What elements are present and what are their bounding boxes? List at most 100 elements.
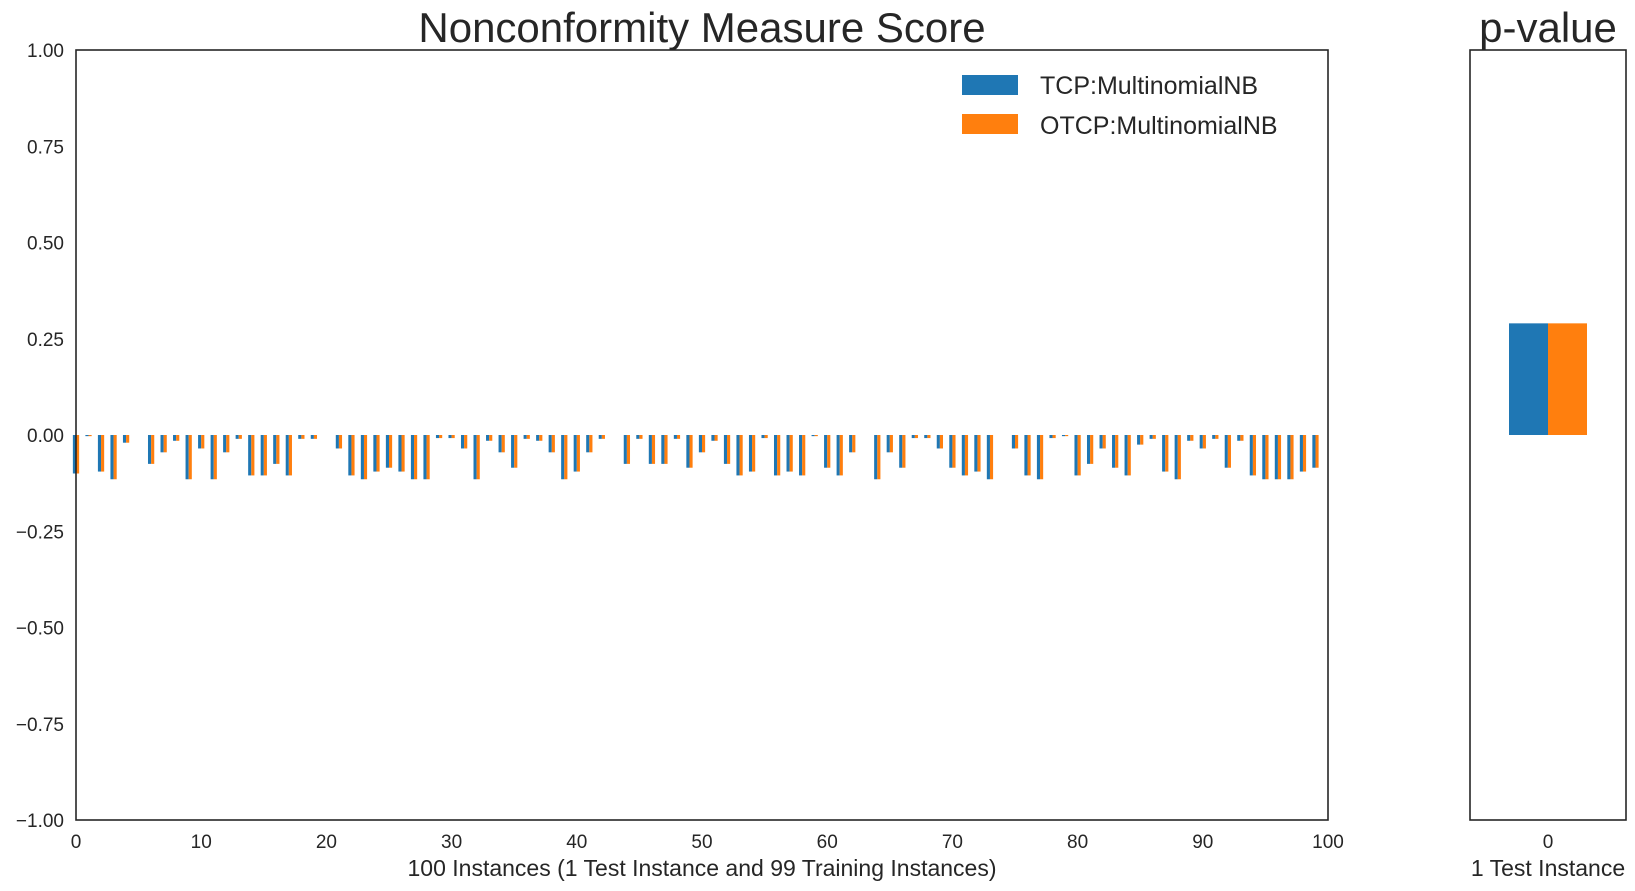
legend-label-tcp: TCP:MultinomialNB — [1040, 72, 1258, 100]
p-value-bar-otcp — [1548, 323, 1587, 435]
bar-tcp-7 — [160, 435, 164, 453]
bar-tcp-1 — [85, 435, 89, 437]
bar-otcp-80 — [1077, 435, 1081, 476]
main-chart-x-axis-label: 100 Instances (1 Test Instance and 99 Tr… — [408, 855, 997, 881]
bar-tcp-35 — [511, 435, 515, 468]
bar-tcp-64 — [874, 435, 878, 480]
bar-otcp-67 — [914, 435, 918, 439]
bar-tcp-48 — [673, 435, 677, 439]
bar-tcp-39 — [561, 435, 565, 480]
bar-tcp-62 — [849, 435, 853, 453]
bar-otcp-55 — [764, 435, 768, 439]
x-tick-label: 40 — [566, 832, 587, 853]
bar-otcp-19 — [313, 435, 318, 439]
bar-tcp-95 — [1262, 435, 1266, 480]
bar-tcp-91 — [1212, 435, 1216, 439]
bar-tcp-26 — [398, 435, 402, 472]
bar-tcp-18 — [298, 435, 302, 439]
bar-tcp-92 — [1224, 435, 1228, 468]
bar-otcp-6 — [151, 435, 155, 464]
bar-otcp-60 — [827, 435, 831, 468]
bar-tcp-52 — [723, 435, 728, 464]
bar-otcp-46 — [651, 435, 656, 464]
bar-tcp-42 — [598, 435, 602, 439]
bar-otcp-40 — [576, 435, 580, 472]
bar-tcp-75 — [1011, 435, 1015, 449]
bar-otcp-32 — [476, 435, 480, 480]
bar-otcp-12 — [226, 435, 230, 453]
bar-tcp-51 — [711, 435, 715, 441]
bar-otcp-61 — [839, 435, 843, 476]
bar-otcp-99 — [1315, 435, 1319, 468]
bar-otcp-88 — [1177, 435, 1181, 480]
bar-otcp-27 — [414, 435, 418, 480]
bar-otcp-54 — [752, 435, 756, 472]
bar-tcp-4 — [122, 435, 127, 443]
bar-otcp-95 — [1265, 435, 1269, 480]
y-tick-label: 0.75 — [27, 137, 64, 158]
x-tick-label: 30 — [441, 832, 462, 853]
bar-otcp-3 — [113, 435, 117, 480]
bar-tcp-87 — [1162, 435, 1166, 472]
bar-tcp-76 — [1024, 435, 1028, 476]
x-tick-label: 20 — [316, 832, 337, 853]
bar-tcp-0 — [72, 435, 76, 474]
bar-tcp-69 — [936, 435, 940, 449]
bar-tcp-28 — [423, 435, 427, 480]
bar-otcp-53 — [739, 435, 743, 476]
bar-tcp-25 — [385, 435, 389, 468]
bar-tcp-72 — [974, 435, 978, 472]
bar-otcp-2 — [101, 435, 105, 472]
bar-otcp-70 — [952, 435, 956, 468]
bar-tcp-12 — [223, 435, 227, 453]
p-value-chart-x-axis-label: 1 Test Instance — [1471, 855, 1625, 881]
bar-tcp-81 — [1086, 435, 1091, 464]
bar-otcp-91 — [1215, 435, 1219, 439]
bar-otcp-37 — [539, 435, 543, 441]
bar-otcp-44 — [626, 435, 631, 464]
bar-otcp-66 — [902, 435, 906, 468]
legend: TCP:MultinomialNB OTCP:MultinomialNB — [962, 72, 1278, 140]
bar-tcp-97 — [1287, 435, 1291, 480]
bar-tcp-24 — [373, 435, 377, 472]
bar-otcp-51 — [714, 435, 718, 441]
bar-otcp-34 — [501, 435, 505, 453]
bar-tcp-22 — [348, 435, 352, 476]
bar-otcp-35 — [514, 435, 518, 468]
bar-tcp-78 — [1049, 435, 1053, 439]
bar-otcp-33 — [489, 435, 493, 441]
bar-otcp-15 — [263, 435, 267, 476]
p-value-chart-title: p-value — [1479, 4, 1617, 51]
bar-tcp-71 — [961, 435, 965, 476]
bar-otcp-38 — [551, 435, 555, 453]
bar-otcp-21 — [338, 435, 343, 449]
bar-otcp-89 — [1190, 435, 1194, 441]
p-value-bar-tcp — [1509, 323, 1548, 435]
y-tick-label: −0.75 — [16, 715, 64, 736]
bar-tcp-13 — [235, 435, 239, 439]
bar-tcp-17 — [285, 435, 289, 476]
x-tick-label: 100 — [1312, 832, 1344, 853]
legend-label-otcp: OTCP:MultinomialNB — [1040, 112, 1278, 140]
bar-otcp-77 — [1040, 435, 1044, 480]
bar-otcp-17 — [288, 435, 292, 476]
bar-otcp-39 — [564, 435, 568, 480]
bar-otcp-24 — [376, 435, 380, 472]
bar-tcp-3 — [110, 435, 114, 480]
bar-tcp-41 — [586, 435, 590, 453]
bar-otcp-56 — [777, 435, 781, 476]
bar-tcp-67 — [911, 435, 915, 439]
x-tick-label: 90 — [1192, 832, 1213, 853]
bar-otcp-87 — [1165, 435, 1169, 472]
bar-otcp-81 — [1090, 435, 1094, 464]
bar-tcp-93 — [1237, 435, 1241, 441]
x-tick-label: 80 — [1067, 832, 1088, 853]
legend-swatch-otcp — [962, 114, 1018, 134]
bar-tcp-36 — [523, 435, 527, 439]
bar-tcp-47 — [661, 435, 665, 464]
bar-otcp-68 — [927, 435, 931, 439]
bar-tcp-89 — [1187, 435, 1191, 441]
main-chart-title: Nonconformity Measure Score — [418, 4, 985, 51]
bar-otcp-25 — [389, 435, 393, 468]
bar-otcp-26 — [401, 435, 405, 472]
